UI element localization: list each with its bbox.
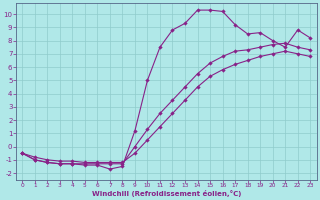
X-axis label: Windchill (Refroidissement éolien,°C): Windchill (Refroidissement éolien,°C) — [92, 190, 241, 197]
